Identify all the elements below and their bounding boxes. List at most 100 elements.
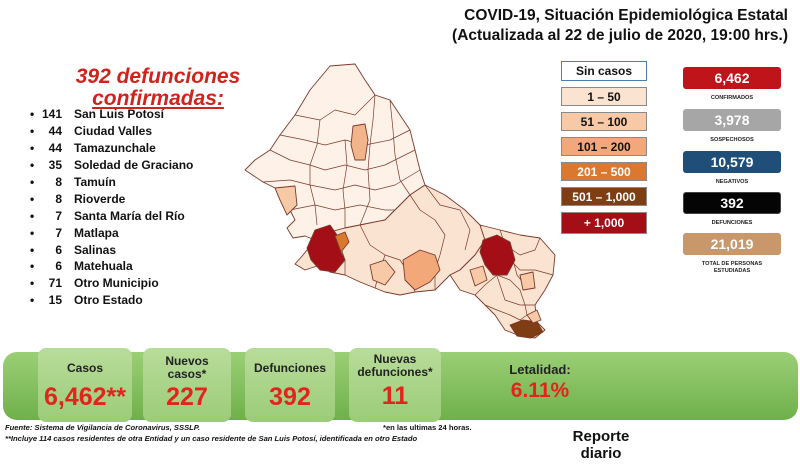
municipality-count: 35 xyxy=(48,158,62,173)
municipality-row: • 7 Matlapa xyxy=(30,224,193,241)
map-region-tamazunchale xyxy=(509,319,544,339)
map-region-light-1 xyxy=(369,259,396,286)
bullet: • xyxy=(30,242,35,257)
summary-nuevos-casos: Nuevos casos* 227 xyxy=(143,348,231,422)
legend-item: 51 – 100 xyxy=(561,112,647,131)
state-map xyxy=(244,63,556,339)
map-region-101-200-north xyxy=(350,123,369,161)
municipality-row: • 7 Santa María del Río xyxy=(30,207,193,224)
municipality-name: Tamuín xyxy=(74,175,116,189)
municipality-row: • 8 Tamuín xyxy=(30,174,193,191)
municipality-name: Otro Estado xyxy=(74,293,143,308)
municipality-count: 7 xyxy=(55,225,62,240)
deaths-title: 392 defunciones confirmadas: xyxy=(58,66,258,110)
stat-label: NEGATIVOS xyxy=(715,179,749,185)
municipality-count: 71 xyxy=(48,276,62,291)
legend-item: 101 – 200 xyxy=(561,137,647,156)
bullet: • xyxy=(30,208,35,223)
bullet: • xyxy=(30,191,35,206)
municipality-name: Matlapa xyxy=(74,225,119,240)
casos-label: Casos xyxy=(66,361,104,375)
bullet: • xyxy=(30,158,35,173)
municipality-count: 44 xyxy=(48,124,62,139)
bullet: • xyxy=(30,293,35,308)
legend-item: 501 – 1,000 xyxy=(561,187,647,206)
nuevos-casos-label: Nuevos casos* xyxy=(165,354,209,381)
defunciones-value: 392 xyxy=(269,383,311,411)
stat-value: 392 xyxy=(683,192,781,214)
legend-item: 201 – 500 xyxy=(561,162,647,181)
stat-label: SOSPECHOSOS xyxy=(710,137,754,143)
municipality-row: • 35 Soledad de Graciano xyxy=(30,157,193,174)
bullet: • xyxy=(30,225,35,240)
footer-note-included: **Incluye 114 casos residentes de otra E… xyxy=(5,434,418,443)
deaths-title-line1: 392 defunciones xyxy=(75,65,241,88)
map-region-light-2 xyxy=(526,309,542,324)
map-region-ciudad-valles xyxy=(479,234,516,276)
summary-nuevas-defunciones: Nuevas defunciones* 11 xyxy=(349,348,441,422)
municipality-name: Salinas xyxy=(74,242,117,257)
deaths-title-line2: confirmadas: xyxy=(92,87,224,110)
municipality-row: • 44 Ciudad Valles xyxy=(30,123,193,140)
municipality-count: 15 xyxy=(48,293,62,308)
nuevas-defunciones-value: 11 xyxy=(381,382,409,410)
municipality-name: Matehuala xyxy=(74,259,133,274)
municipality-name: Tamazunchale xyxy=(74,141,156,156)
municipality-name: Rioverde xyxy=(74,191,126,206)
legend-item: + 1,000 xyxy=(561,212,647,234)
municipality-count: 8 xyxy=(55,191,62,206)
summary-casos: Casos 6,462** xyxy=(38,348,132,422)
stat-value: 21,019 xyxy=(683,233,781,255)
stat-value: 3,978 xyxy=(683,109,781,131)
summary-letalidad: Letalidad: 6.11% xyxy=(470,356,610,403)
stat-value: 10,579 xyxy=(683,151,781,173)
municipality-name: Santa María del Río xyxy=(74,208,185,223)
page-subtitle: (Actualizada al 22 de julio de 2020, 19:… xyxy=(452,27,788,44)
letalidad-value: 6.11% xyxy=(510,379,570,402)
municipality-name: Soledad de Graciano xyxy=(74,158,194,173)
bullet: • xyxy=(30,276,35,291)
nuevos-casos-value: 227 xyxy=(166,383,208,411)
map-region-soledad xyxy=(334,231,350,253)
bullet: • xyxy=(30,124,35,139)
nuevas-defunciones-label: Nuevas defunciones* xyxy=(357,352,433,379)
stat-label: DEFUNCIONES xyxy=(711,220,753,226)
legend-item: 1 – 50 xyxy=(561,87,647,106)
bullet: • xyxy=(30,107,35,122)
municipality-row: • 44 Tamazunchale xyxy=(30,140,193,157)
stat-label: TOTAL DE PERSONAS ESTUDIADAS xyxy=(701,261,763,274)
map-region-light-3 xyxy=(469,265,488,287)
municipality-row: • 8 Rioverde xyxy=(30,190,193,207)
stat-label: CONFIRMADOS xyxy=(710,95,754,101)
bullet: • xyxy=(30,259,35,274)
municipality-row: • 141 San Luis Potosí xyxy=(30,106,193,123)
municipality-row: • 71 Otro Municipio xyxy=(30,275,193,292)
footer-note-last24: *en las ultimas 24 horas. xyxy=(383,423,472,432)
summary-defunciones: Defunciones 392 xyxy=(245,348,335,422)
municipality-name: Otro Municipio xyxy=(74,276,159,291)
municipality-count: 44 xyxy=(48,141,62,156)
bullet: • xyxy=(30,175,35,189)
report-label: Reporte diario xyxy=(572,428,630,462)
casos-value: 6,462** xyxy=(43,383,127,411)
municipality-count: 6 xyxy=(55,259,62,274)
letalidad-label: Letalidad: xyxy=(509,362,571,377)
municipality-row: • 6 Salinas xyxy=(30,241,193,258)
page-title: COVID-19, Situación Epidemiológica Estat… xyxy=(464,7,788,24)
municipality-name: San Luis Potosí xyxy=(74,107,165,122)
legend-item: Sin casos xyxy=(561,61,647,81)
map-region-rioverde xyxy=(402,249,441,291)
municipality-name: Ciudad Valles xyxy=(74,124,153,139)
bullet: • xyxy=(30,141,35,156)
defunciones-label: Defunciones xyxy=(253,361,326,375)
municipality-count: 7 xyxy=(55,208,62,223)
map-region-light-4 xyxy=(519,271,536,291)
stat-value: 6,462 xyxy=(683,67,781,89)
municipality-deaths-list: • 141 San Luis Potosí • 44 Ciudad Valles • 44 Ta… xyxy=(30,106,193,309)
municipality-count: 6 xyxy=(55,242,62,257)
municipality-row: • 6 Matehuala xyxy=(30,258,193,275)
municipality-count: 141 xyxy=(41,107,62,122)
municipality-count: 8 xyxy=(55,175,62,189)
municipality-row: • 15 Otro Estado xyxy=(30,292,193,309)
map-region-salinas xyxy=(274,185,298,216)
